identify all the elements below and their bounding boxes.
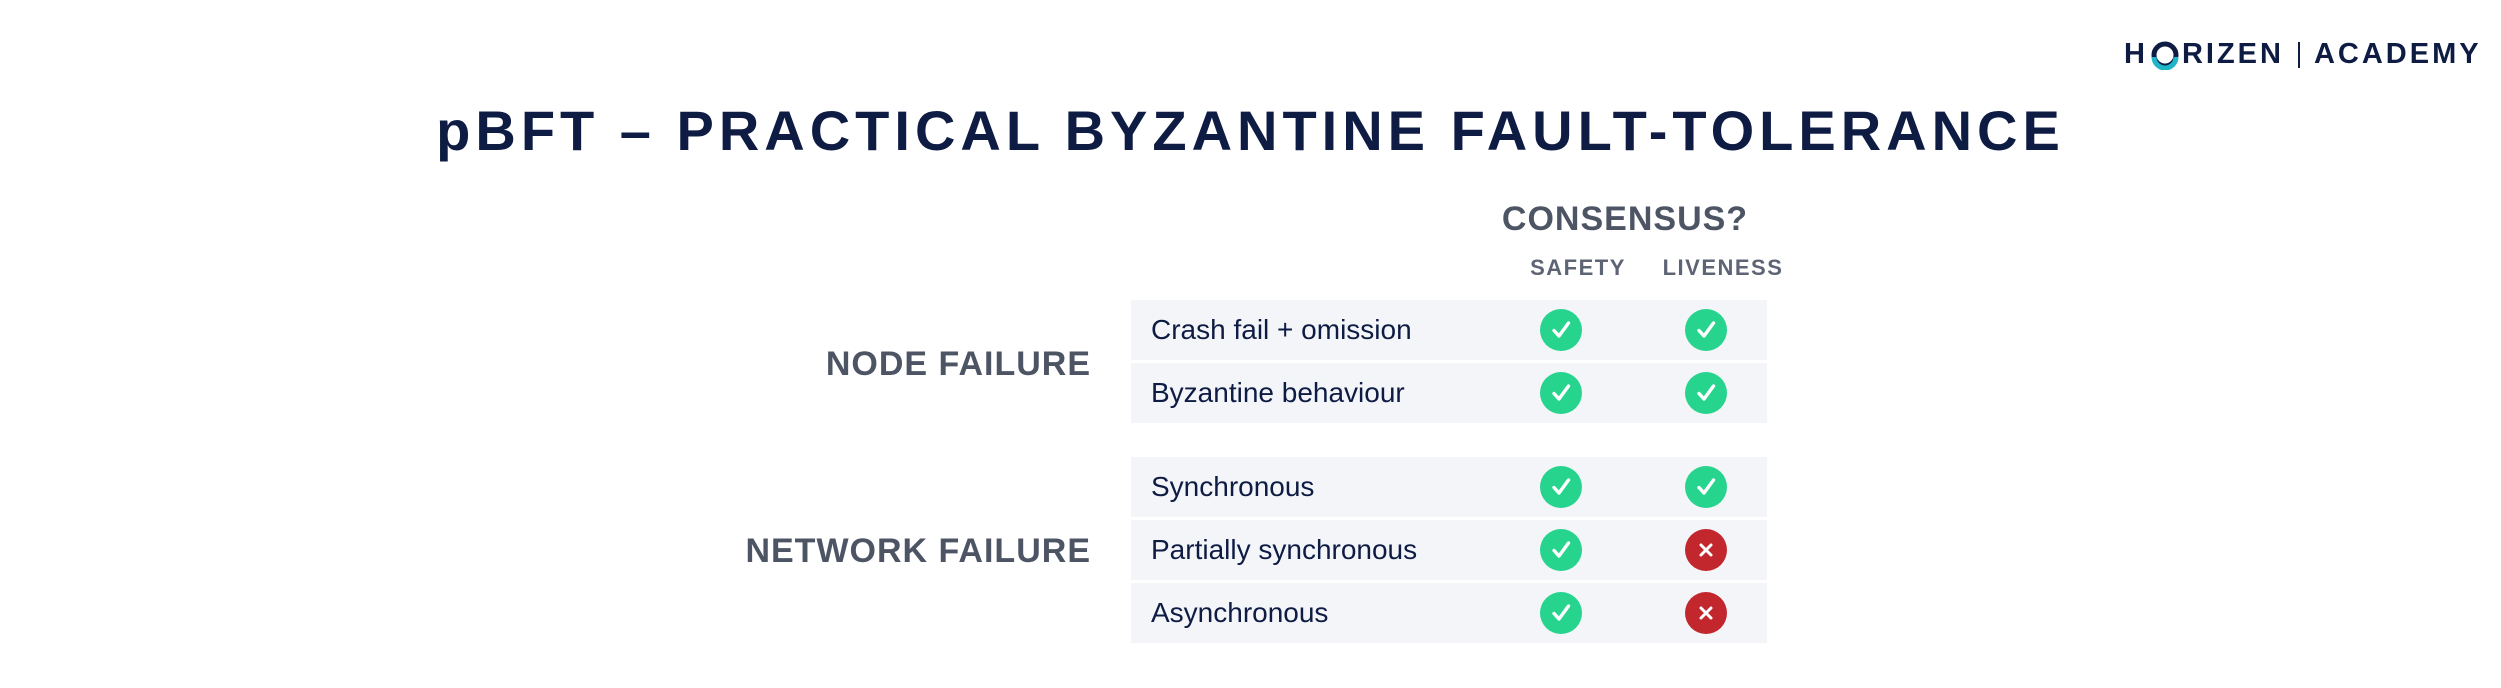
check-icon <box>1697 321 1716 338</box>
row-label: Partially synchronous <box>1151 534 1418 565</box>
row-label: Byzantine behaviour <box>1151 377 1405 408</box>
safety-status <box>1540 466 1582 508</box>
check-icon <box>1697 478 1716 495</box>
liveness-status <box>1685 466 1727 508</box>
row-label: Synchronous <box>1151 471 1315 502</box>
logo-brand-right: RIZEN <box>2181 38 2284 70</box>
row-label: Crash fail + omission <box>1151 314 1412 345</box>
logo-divider <box>2297 41 2300 68</box>
check-icon <box>1552 604 1571 621</box>
check-icon <box>1552 478 1571 495</box>
logo-brand-left: H <box>2124 38 2148 70</box>
safety-status <box>1540 529 1582 571</box>
cross-icon <box>1699 543 1713 557</box>
group-label-node-failure: NODE FAILURE <box>825 345 1091 383</box>
table-row: Synchronous <box>1131 457 1767 517</box>
column-header-liveness: LIVENESS <box>1662 255 1784 280</box>
consensus-heading: CONSENSUS? <box>1501 200 1749 238</box>
group-node-failure: Crash fail + omission Byzantine behaviou… <box>1131 300 1767 426</box>
horizen-ring-icon <box>2151 41 2179 70</box>
safety-status <box>1540 592 1582 634</box>
table-row: Asynchronous <box>1131 583 1767 643</box>
logo-academy: ACADEMY <box>2313 38 2482 70</box>
column-header-safety: SAFETY <box>1530 255 1626 280</box>
cross-icon <box>1699 606 1713 620</box>
safety-status <box>1540 309 1582 351</box>
table-row: Partially synchronous <box>1131 520 1767 580</box>
group-network-failure: Synchronous Partially synchronous Asynch… <box>1131 457 1767 646</box>
row-label: Asynchronous <box>1151 597 1329 628</box>
horizen-academy-logo: H RIZEN ACADEMY <box>2124 38 2482 71</box>
safety-status <box>1540 372 1582 414</box>
check-icon <box>1552 541 1571 558</box>
liveness-status <box>1685 309 1727 351</box>
liveness-status <box>1685 372 1727 414</box>
page-title: pBFT – PRACTICAL BYZANTINE FAULT-TOLERAN… <box>436 99 2065 162</box>
check-icon <box>1552 384 1571 401</box>
liveness-status <box>1685 592 1727 634</box>
liveness-status <box>1685 529 1727 571</box>
table-row: Crash fail + omission <box>1131 300 1767 360</box>
check-icon <box>1697 384 1716 401</box>
table-row: Byzantine behaviour <box>1131 363 1767 423</box>
group-label-network-failure: NETWORK FAILURE <box>745 532 1091 570</box>
check-icon <box>1552 321 1571 338</box>
logo-brand: H RIZEN <box>2124 38 2284 71</box>
